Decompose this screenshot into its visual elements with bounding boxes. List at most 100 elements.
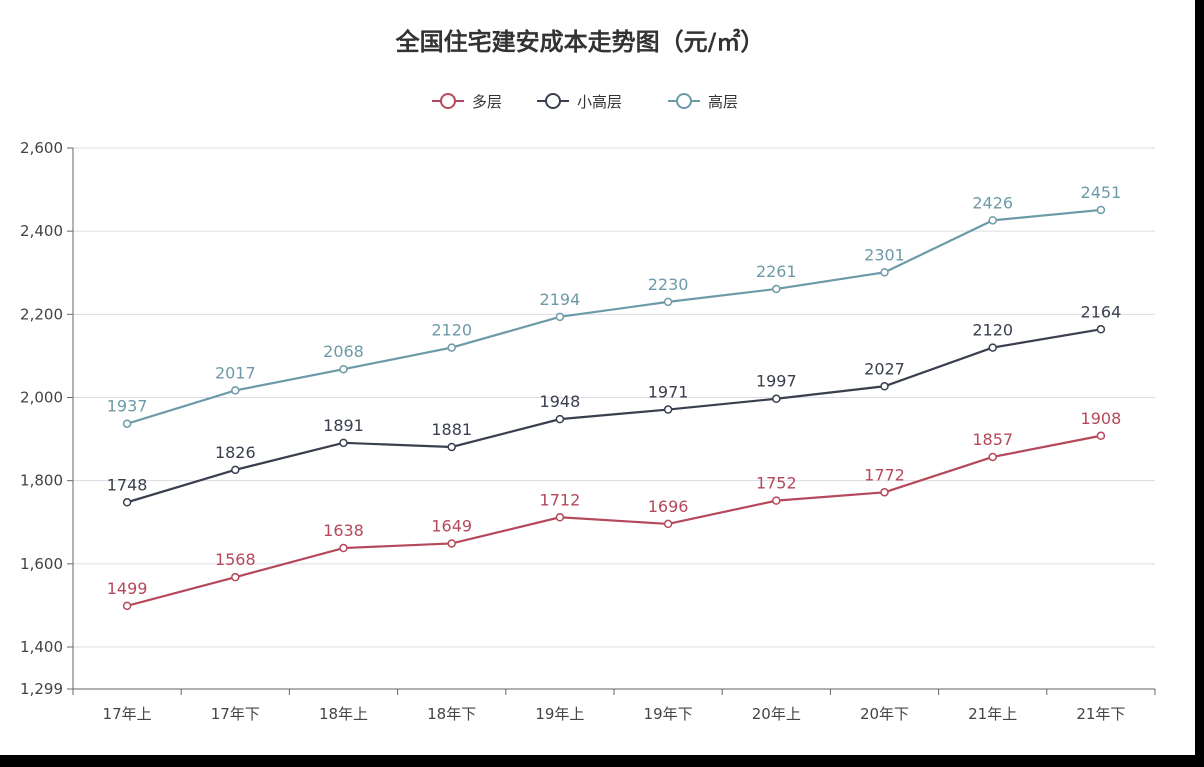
data-point	[447, 442, 456, 452]
data-point	[231, 465, 240, 475]
data-point	[339, 364, 348, 374]
data-point	[772, 284, 781, 294]
data-point	[555, 513, 565, 522]
data-label: 1752	[756, 474, 797, 493]
data-label: 2230	[648, 275, 689, 294]
data-label: 1499	[107, 579, 148, 598]
grid-lines	[73, 147, 1155, 648]
data-label: 2164	[1081, 302, 1122, 321]
data-point	[663, 519, 673, 529]
y-tick-label: 1,299	[20, 680, 63, 698]
data-point	[122, 419, 132, 428]
data-label: 2017	[215, 363, 256, 382]
data-point	[663, 405, 673, 414]
legend-label: 小高层	[577, 93, 622, 111]
y-tick-label: 2,000	[20, 389, 63, 407]
series-group: 1499 1568 1638 1649 1712 1696 1752 1772 1857 1908	[107, 409, 1122, 611]
y-tick-label: 1,800	[20, 472, 63, 490]
x-tick-label: 20年下	[860, 705, 909, 723]
data-label: 1696	[648, 497, 689, 516]
data-label: 1857	[972, 430, 1013, 449]
x-tick-label: 19年上	[535, 705, 584, 723]
x-tick-label: 20年上	[752, 705, 801, 723]
y-tick-label: 2,600	[20, 139, 63, 157]
data-label: 2451	[1081, 183, 1122, 202]
data-label: 1997	[756, 372, 797, 391]
data-label: 2120	[972, 321, 1013, 340]
data-label: 2261	[756, 262, 797, 281]
data-label: 1649	[431, 516, 472, 535]
legend-marker	[440, 93, 456, 109]
data-label: 1712	[540, 490, 581, 509]
data-label: 1971	[648, 383, 689, 402]
data-label: 2120	[431, 321, 472, 340]
data-point	[1096, 431, 1106, 441]
data-point	[1096, 205, 1106, 215]
data-point	[880, 268, 889, 277]
data-label: 2027	[864, 359, 905, 378]
data-point	[231, 386, 240, 395]
data-point	[447, 539, 456, 548]
data-point	[880, 488, 889, 497]
x-tick-label: 17年下	[211, 705, 260, 723]
data-point	[231, 572, 240, 582]
data-label: 1748	[107, 475, 148, 494]
data-label: 1638	[323, 521, 364, 540]
series-layer: 1499 1568 1638 1649 1712 1696 1752 1772 1857 1908…	[107, 183, 1122, 611]
data-point	[339, 543, 348, 553]
data-point	[339, 438, 348, 448]
data-label: 2301	[864, 245, 905, 264]
data-point	[555, 312, 565, 322]
data-label: 2426	[972, 193, 1013, 212]
y-tick-label: 2,200	[20, 305, 63, 323]
series-line	[126, 328, 1102, 504]
data-label: 1891	[323, 416, 364, 435]
data-label: 2068	[323, 342, 364, 361]
data-point	[772, 394, 781, 403]
legend-item: 多层	[432, 93, 502, 111]
legend-label: 多层	[472, 93, 502, 111]
data-label: 1908	[1081, 409, 1122, 428]
legend-item: 小高层	[537, 93, 622, 111]
data-point	[122, 601, 132, 611]
x-tick-label: 21年下	[1076, 705, 1125, 723]
legend-marker	[545, 93, 561, 109]
data-point	[988, 216, 997, 225]
series-group: 1748 1826 1891 1881 1948 1971 1997 2027 2120 2164	[107, 302, 1122, 507]
data-point	[447, 343, 456, 352]
y-axis: 1,299 1,400 1,600 1,800 2,000 2,200 2,400 2,600	[20, 139, 74, 698]
data-label: 1881	[431, 420, 472, 439]
legend: 多层 小高层 高层	[432, 93, 738, 111]
data-label: 1937	[107, 397, 148, 416]
x-tick-label: 18年下	[427, 705, 476, 723]
x-tick-label: 17年上	[103, 705, 152, 723]
x-tick-label: 21年上	[968, 705, 1017, 723]
series-line	[126, 208, 1102, 425]
chart-title: 全国住宅建安成本走势图（元/㎡）	[395, 28, 765, 56]
x-tick-label: 18年上	[319, 705, 368, 723]
y-tick-label: 2,400	[20, 222, 63, 240]
data-label: 1948	[540, 392, 581, 411]
data-point	[772, 496, 781, 505]
data-point	[988, 343, 997, 352]
data-label: 1826	[215, 443, 256, 462]
data-label: 1772	[864, 465, 905, 484]
x-tick-label: 19年下	[644, 705, 693, 723]
data-point	[1096, 325, 1106, 334]
data-point	[555, 414, 565, 424]
series-line	[126, 434, 1102, 607]
data-point	[663, 297, 673, 307]
y-tick-label: 1,400	[20, 638, 63, 656]
data-point	[988, 452, 997, 462]
line-chart: 全国住宅建安成本走势图（元/㎡） 多层 小高层 高层 1,299 1,400 1,600…	[20, 28, 1156, 723]
chart-panel: 全国住宅建安成本走势图（元/㎡） 多层 小高层 高层 1,299 1,400 1,600…	[0, 0, 1195, 755]
legend-label: 高层	[708, 93, 738, 111]
data-point	[122, 498, 132, 507]
series-group: 1937 2017 2068 2120 2194 2230 2261 2301 2426 2451	[107, 183, 1122, 428]
x-axis: 17年上 17年下 18年上 18年下 19年上 19年下 20年上 20年下 21年上 21年下	[72, 688, 1156, 723]
data-point	[880, 382, 889, 391]
legend-item: 高层	[668, 93, 738, 111]
data-label: 2194	[540, 290, 581, 309]
data-label: 1568	[215, 550, 256, 569]
